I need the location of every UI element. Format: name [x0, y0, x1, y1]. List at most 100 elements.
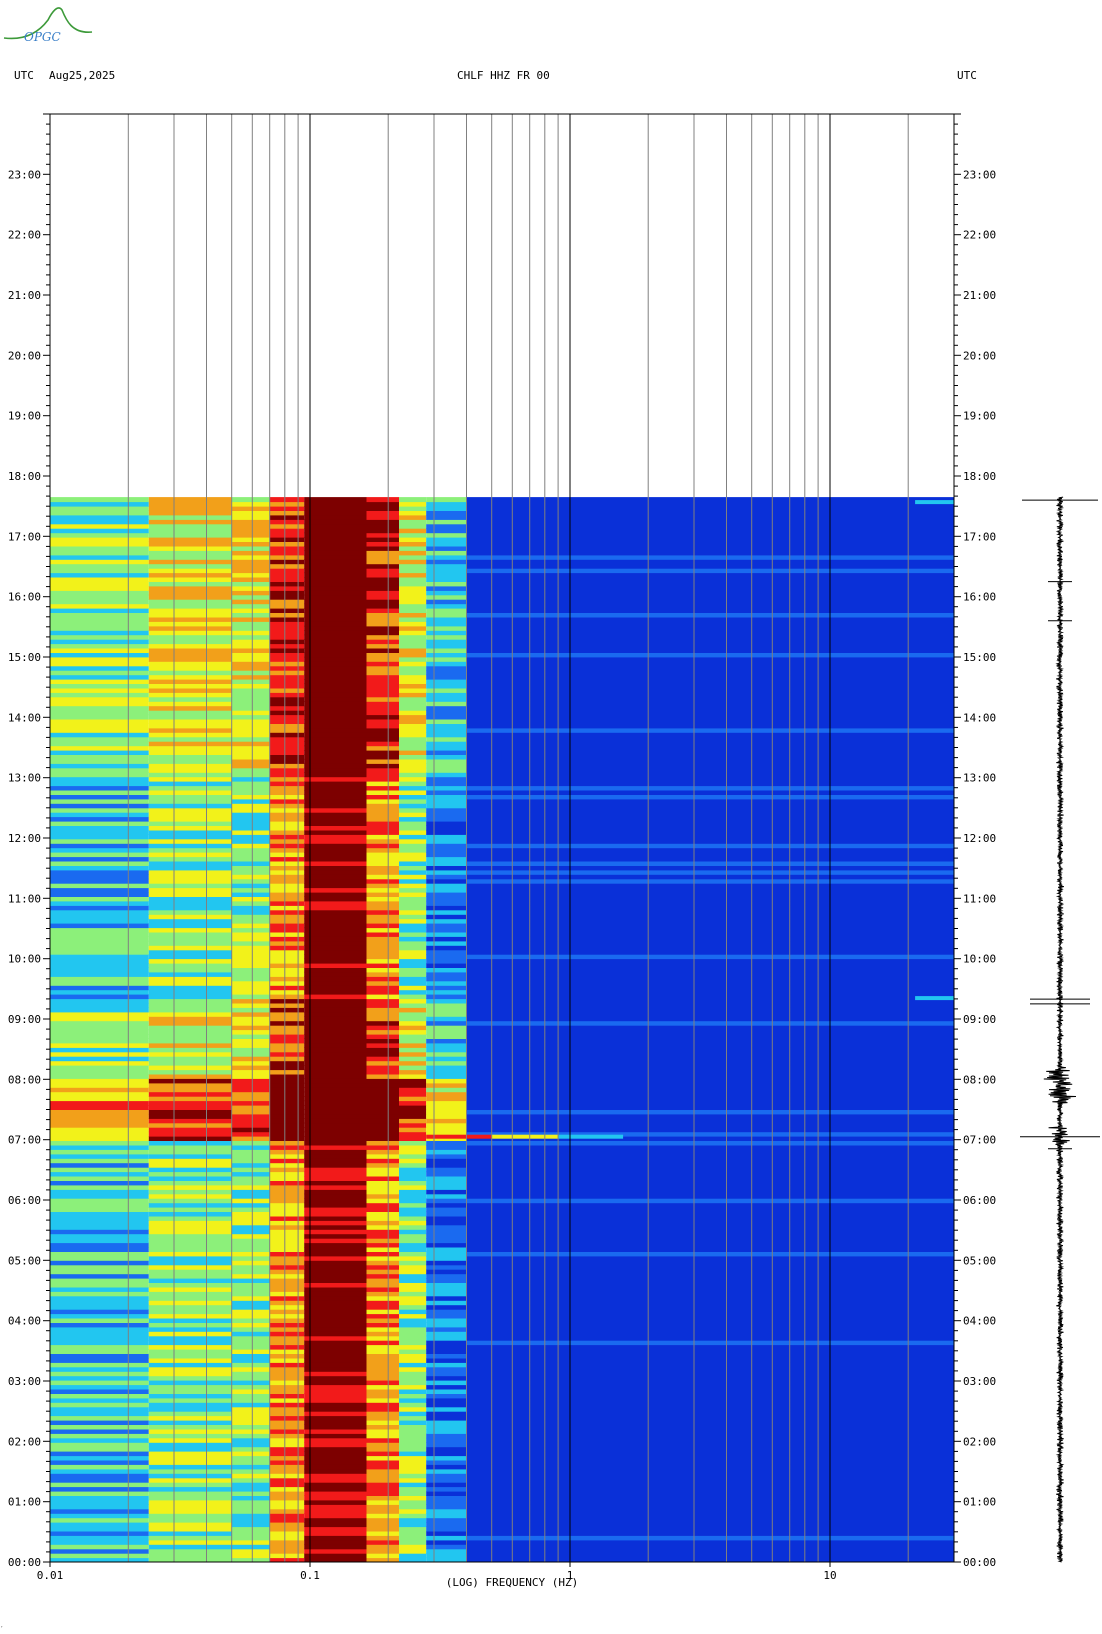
heatmap-cell: [231, 918, 270, 924]
heatmap-cell: [466, 980, 954, 986]
heatmap-cell: [426, 1468, 467, 1474]
heatmap-cell: [50, 1127, 149, 1133]
heatmap-cell: [304, 523, 367, 529]
heatmap-cell: [231, 1286, 270, 1292]
heatmap-cell: [148, 767, 232, 773]
heatmap-cell: [269, 1162, 305, 1168]
heatmap-cell: [269, 510, 305, 516]
heatmap-cell: [466, 1131, 954, 1137]
heatmap-cell: [269, 976, 305, 982]
heatmap-cell: [231, 834, 270, 840]
heatmap-cell: [231, 1233, 270, 1239]
heatmap-cell: [231, 1096, 270, 1102]
heatmap-cell: [231, 545, 270, 551]
heatmap-cell: [366, 661, 399, 667]
y-tick-label: 11:00: [8, 892, 41, 905]
heatmap-cell: [304, 1260, 367, 1266]
heatmap-cell: [426, 616, 467, 622]
heatmap-cell: [466, 940, 954, 946]
heatmap-cell: [399, 608, 427, 613]
heatmap-cell: [399, 1548, 427, 1554]
heatmap-cell: [269, 1153, 305, 1159]
y-tick-label: 00:00: [963, 1556, 996, 1569]
heatmap-cell: [466, 1428, 954, 1434]
heatmap-cell: [366, 1508, 399, 1514]
heatmap-cell: [148, 599, 232, 605]
heatmap-cell: [366, 1113, 399, 1119]
heatmap-cell: [426, 554, 467, 560]
heatmap-cell: [148, 1491, 232, 1496]
heatmap-cell: [426, 1557, 467, 1562]
heatmap-cell: [50, 1242, 149, 1248]
heatmap-cell: [366, 679, 399, 684]
heatmap-cell: [269, 856, 305, 862]
heatmap-cell: [426, 1034, 467, 1039]
heatmap-cell: [304, 1171, 367, 1177]
heatmap-cell: [366, 878, 399, 884]
heatmap-cell: [231, 1069, 270, 1075]
heatmap-cell: [231, 568, 270, 574]
heatmap-cell: [304, 940, 367, 946]
heatmap-cell: [50, 506, 149, 511]
heatmap-cell: [50, 1433, 149, 1439]
heatmap-cell: [148, 1118, 232, 1124]
heatmap-cell: [366, 1300, 399, 1306]
heatmap-cell: [269, 1047, 305, 1053]
heatmap-cell: [399, 847, 427, 853]
heatmap-cell: [366, 838, 399, 844]
heatmap-cell: [426, 1357, 467, 1363]
heatmap-cell: [50, 1508, 149, 1514]
heatmap-cell: [50, 514, 149, 520]
heatmap-cell: [269, 847, 305, 853]
heatmap-cell: [148, 1446, 232, 1452]
heatmap-cell: [466, 705, 954, 711]
heatmap-cell: [466, 1473, 954, 1479]
heatmap-cell: [366, 1362, 399, 1368]
heatmap-cell: [426, 1180, 467, 1186]
heatmap-cell: [231, 514, 270, 520]
heatmap-cell: [148, 1459, 232, 1465]
heatmap-cell: [366, 599, 399, 605]
heatmap-cell: [231, 1269, 270, 1275]
heatmap-cell: [426, 1158, 467, 1164]
heatmap-cell: [426, 1029, 467, 1035]
heatmap-cell: [50, 869, 149, 875]
heatmap-cell: [50, 834, 149, 840]
heatmap-cell: [399, 1140, 427, 1146]
heatmap-cell: [466, 927, 954, 933]
heatmap-cell: [466, 568, 954, 574]
heatmap-cell: [269, 1193, 305, 1199]
heatmap-cell: [366, 763, 399, 769]
heatmap-cell: [50, 1073, 149, 1079]
heatmap-cell: [304, 674, 367, 680]
heatmap-cell: [269, 532, 305, 538]
heatmap-cell: [399, 714, 427, 720]
heatmap-cell: [426, 1002, 467, 1008]
heatmap-cell: [269, 1322, 305, 1328]
y-tick-label: 20:00: [963, 349, 996, 362]
heatmap-cell: [466, 1455, 954, 1461]
heatmap-cell: [466, 643, 954, 649]
heatmap-cell: [366, 1291, 399, 1297]
heatmap-cell: [366, 971, 399, 977]
heatmap-cell: [50, 994, 149, 1000]
heatmap-cell: [50, 616, 149, 622]
heatmap-cell: [399, 794, 427, 800]
heatmap-cell: [304, 1548, 367, 1554]
heatmap-cell: [50, 750, 149, 755]
y-tick-label: 13:00: [963, 772, 996, 785]
heatmap-cell: [50, 989, 149, 995]
heatmap-cell: [399, 1455, 427, 1461]
heatmap-cell: [366, 612, 399, 618]
heatmap-cell: [426, 821, 467, 826]
heatmap-cell: [231, 621, 270, 627]
heatmap-cell: [399, 674, 427, 680]
heatmap-cell: [426, 559, 467, 565]
heatmap-cell: [304, 900, 367, 906]
heatmap-cell: [426, 1353, 467, 1359]
heatmap-cell: [148, 1486, 232, 1492]
heatmap-cell: [50, 1149, 149, 1155]
heatmap-cell: [399, 829, 427, 835]
heatmap-cell: [399, 1220, 427, 1226]
heatmap-cell: [466, 936, 954, 942]
